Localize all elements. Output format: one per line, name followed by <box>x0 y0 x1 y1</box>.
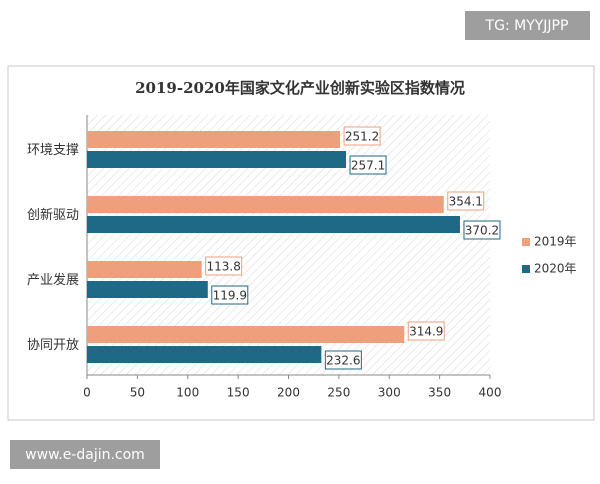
bar <box>87 326 405 343</box>
x-tick-label: 250 <box>327 386 350 400</box>
y-tick-label: 环境支撑 <box>27 143 79 158</box>
x-tick-label: 100 <box>176 386 199 400</box>
legend-label: 2020年 <box>534 262 577 276</box>
data-label: 119.9 <box>213 289 247 303</box>
data-label: 251.2 <box>345 130 379 144</box>
x-tick-label: 150 <box>227 386 250 400</box>
bar <box>87 346 322 363</box>
legend-label: 2019年 <box>534 235 577 249</box>
data-label-box <box>343 126 381 146</box>
data-label: 354.1 <box>449 195 483 209</box>
x-tick-label: 400 <box>479 386 502 400</box>
bar <box>87 131 341 148</box>
watermark: www.e-dajin.com <box>25 447 145 463</box>
y-tick-label: 协同开放 <box>27 338 79 353</box>
data-label: 257.1 <box>351 159 385 173</box>
bar <box>87 196 444 213</box>
bar <box>87 261 202 278</box>
data-label: 370.2 <box>465 224 499 238</box>
data-label-box <box>205 256 243 276</box>
x-tick-label: 350 <box>428 386 451 400</box>
legend-swatch <box>522 238 530 246</box>
y-tick-label: 创新驱动 <box>27 207 79 223</box>
data-label-box <box>447 191 485 211</box>
bar <box>87 281 208 298</box>
watermark-box <box>465 11 590 40</box>
data-label-box <box>407 321 445 341</box>
bar <box>87 216 460 233</box>
data-label-box <box>211 285 249 305</box>
x-tick-label: 0 <box>83 386 91 400</box>
legend-swatch <box>522 265 530 273</box>
data-label-box <box>324 350 362 370</box>
data-label-box <box>349 155 387 175</box>
x-tick-label: 200 <box>277 386 300 400</box>
data-label: 232.6 <box>326 354 360 368</box>
y-tick-label: 产业发展 <box>27 272 79 288</box>
chart-title: 2019-2020年国家文化产业创新实验区指数情况 <box>135 79 465 97</box>
x-tick-label: 300 <box>378 386 401 400</box>
watermark-box <box>10 440 160 469</box>
data-label: 113.8 <box>206 260 240 274</box>
data-label-box <box>463 220 501 240</box>
data-label: 314.9 <box>409 325 443 339</box>
bar <box>87 151 347 168</box>
x-tick-label: 50 <box>130 386 145 400</box>
watermark: TG: MYYJJPP <box>485 18 569 34</box>
